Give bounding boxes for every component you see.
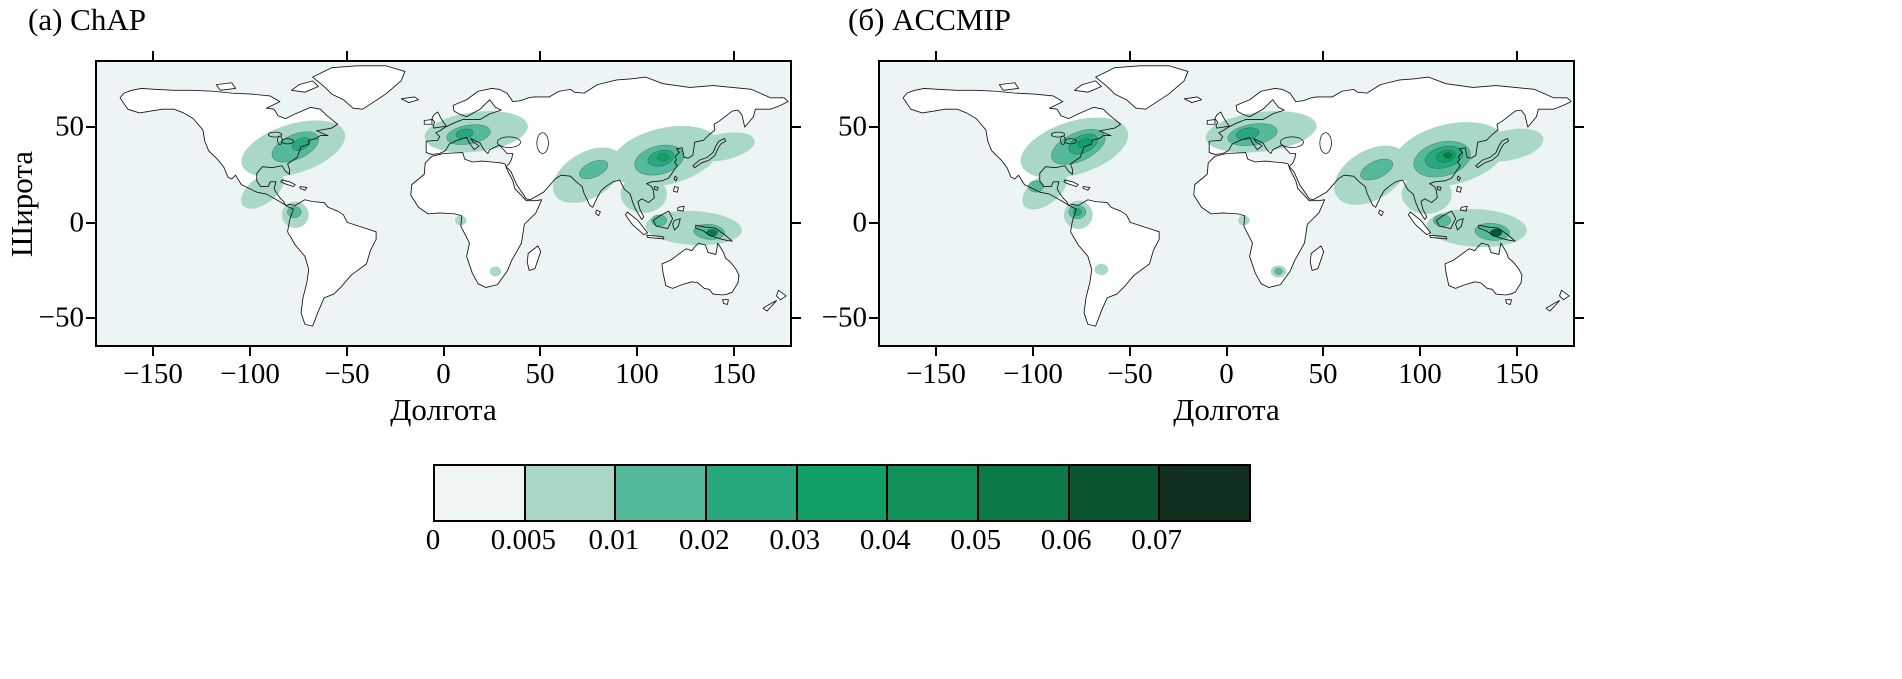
colorbar-segment bbox=[614, 466, 706, 520]
colorbar-segment bbox=[795, 466, 887, 520]
y-tick-mark bbox=[1575, 126, 1584, 128]
y-axis-label: Широта bbox=[4, 150, 39, 258]
x-tick-mark bbox=[1129, 347, 1131, 356]
x-tick-label: 100 bbox=[615, 358, 659, 390]
panel-title: (a) ChAP bbox=[28, 2, 146, 37]
x-tick-mark bbox=[1419, 347, 1421, 356]
y-tick-mark bbox=[86, 317, 95, 319]
x-tick-mark bbox=[935, 347, 937, 356]
colorbar-segment bbox=[705, 466, 796, 520]
colorbar-label: 0.06 bbox=[1040, 524, 1092, 556]
x-tick-label: −150 bbox=[123, 358, 183, 390]
y-tick-label: 50 bbox=[55, 110, 84, 143]
x-tick-mark bbox=[249, 347, 251, 356]
x-tick-mark bbox=[1322, 347, 1324, 356]
x-tick-mark bbox=[733, 51, 735, 60]
x-tick-label: 100 bbox=[1398, 358, 1442, 390]
x-axis-label: Долгота bbox=[390, 392, 497, 427]
colorbar-label: 0.07 bbox=[1131, 524, 1182, 556]
x-tick-mark bbox=[152, 347, 154, 356]
y-tick-mark bbox=[869, 221, 878, 224]
colorbar-segment bbox=[1067, 466, 1159, 520]
x-tick-mark bbox=[442, 347, 445, 356]
colorbar bbox=[433, 464, 1251, 522]
x-tick-mark bbox=[1129, 51, 1131, 60]
x-tick-label: 150 bbox=[712, 358, 756, 390]
hotspots-accmip bbox=[1020, 111, 1544, 278]
y-tick-mark bbox=[86, 221, 95, 224]
colorbar-segment bbox=[435, 466, 524, 520]
colorbar-segment bbox=[523, 466, 615, 520]
x-tick-label: 50 bbox=[1308, 358, 1338, 390]
x-tick-mark bbox=[733, 347, 735, 356]
x-tick-label: −100 bbox=[220, 358, 280, 390]
colorbar-segment bbox=[1158, 466, 1250, 520]
y-tick-mark bbox=[869, 317, 878, 319]
y-tick-mark bbox=[1575, 221, 1584, 224]
x-axis-label: Долгота bbox=[1173, 392, 1280, 427]
y-tick-mark bbox=[792, 317, 801, 319]
y-tick-label: 0 bbox=[69, 206, 85, 238]
x-tick-mark bbox=[1516, 51, 1518, 60]
x-tick-mark bbox=[539, 51, 541, 60]
x-tick-label: −100 bbox=[1003, 358, 1063, 390]
x-tick-label: 150 bbox=[1495, 358, 1539, 390]
world-map-svg bbox=[880, 62, 1573, 345]
colorbar-label: 0.01 bbox=[588, 524, 640, 556]
x-tick-label: −50 bbox=[1107, 358, 1153, 390]
x-tick-mark bbox=[152, 51, 154, 60]
colorbar-label: 0 bbox=[425, 524, 441, 556]
y-tick-label: −50 bbox=[821, 301, 867, 334]
y-tick-label: 50 bbox=[838, 110, 867, 143]
x-tick-mark bbox=[636, 347, 638, 356]
x-tick-label: 50 bbox=[525, 358, 555, 390]
y-tick-mark bbox=[792, 221, 801, 224]
x-tick-label: 0 bbox=[1219, 358, 1234, 390]
y-tick-mark bbox=[86, 126, 95, 128]
colorbar-label: 0.05 bbox=[950, 524, 1002, 556]
x-tick-label: −50 bbox=[324, 358, 370, 390]
colorbar-label: 0.005 bbox=[490, 524, 557, 556]
map-accmip bbox=[878, 60, 1575, 347]
x-tick-mark bbox=[346, 347, 348, 356]
colorbar-label: 0.02 bbox=[678, 524, 730, 556]
x-tick-mark bbox=[1032, 347, 1034, 356]
x-tick-mark bbox=[1322, 51, 1324, 60]
x-tick-mark bbox=[1516, 347, 1518, 356]
y-tick-mark bbox=[792, 126, 801, 128]
x-tick-mark bbox=[935, 51, 937, 60]
colorbar-label: 0.04 bbox=[859, 524, 911, 556]
panel-title: (б) ACCMIP bbox=[848, 2, 1012, 37]
colorbar-label: 0.03 bbox=[769, 524, 821, 556]
colorbar-segment bbox=[886, 466, 978, 520]
x-tick-mark bbox=[1225, 347, 1228, 356]
y-tick-label: −50 bbox=[38, 301, 84, 334]
y-tick-mark bbox=[1575, 317, 1584, 319]
x-tick-mark bbox=[346, 51, 348, 60]
hotspots-chap bbox=[241, 111, 755, 277]
map-chap bbox=[95, 60, 792, 347]
world-map-svg bbox=[97, 62, 790, 345]
colorbar-segment bbox=[977, 466, 1068, 520]
x-tick-label: −150 bbox=[906, 358, 966, 390]
y-tick-mark bbox=[869, 126, 878, 128]
x-tick-label: 0 bbox=[436, 358, 451, 390]
x-tick-mark bbox=[539, 347, 541, 356]
y-tick-label: 0 bbox=[852, 206, 868, 238]
